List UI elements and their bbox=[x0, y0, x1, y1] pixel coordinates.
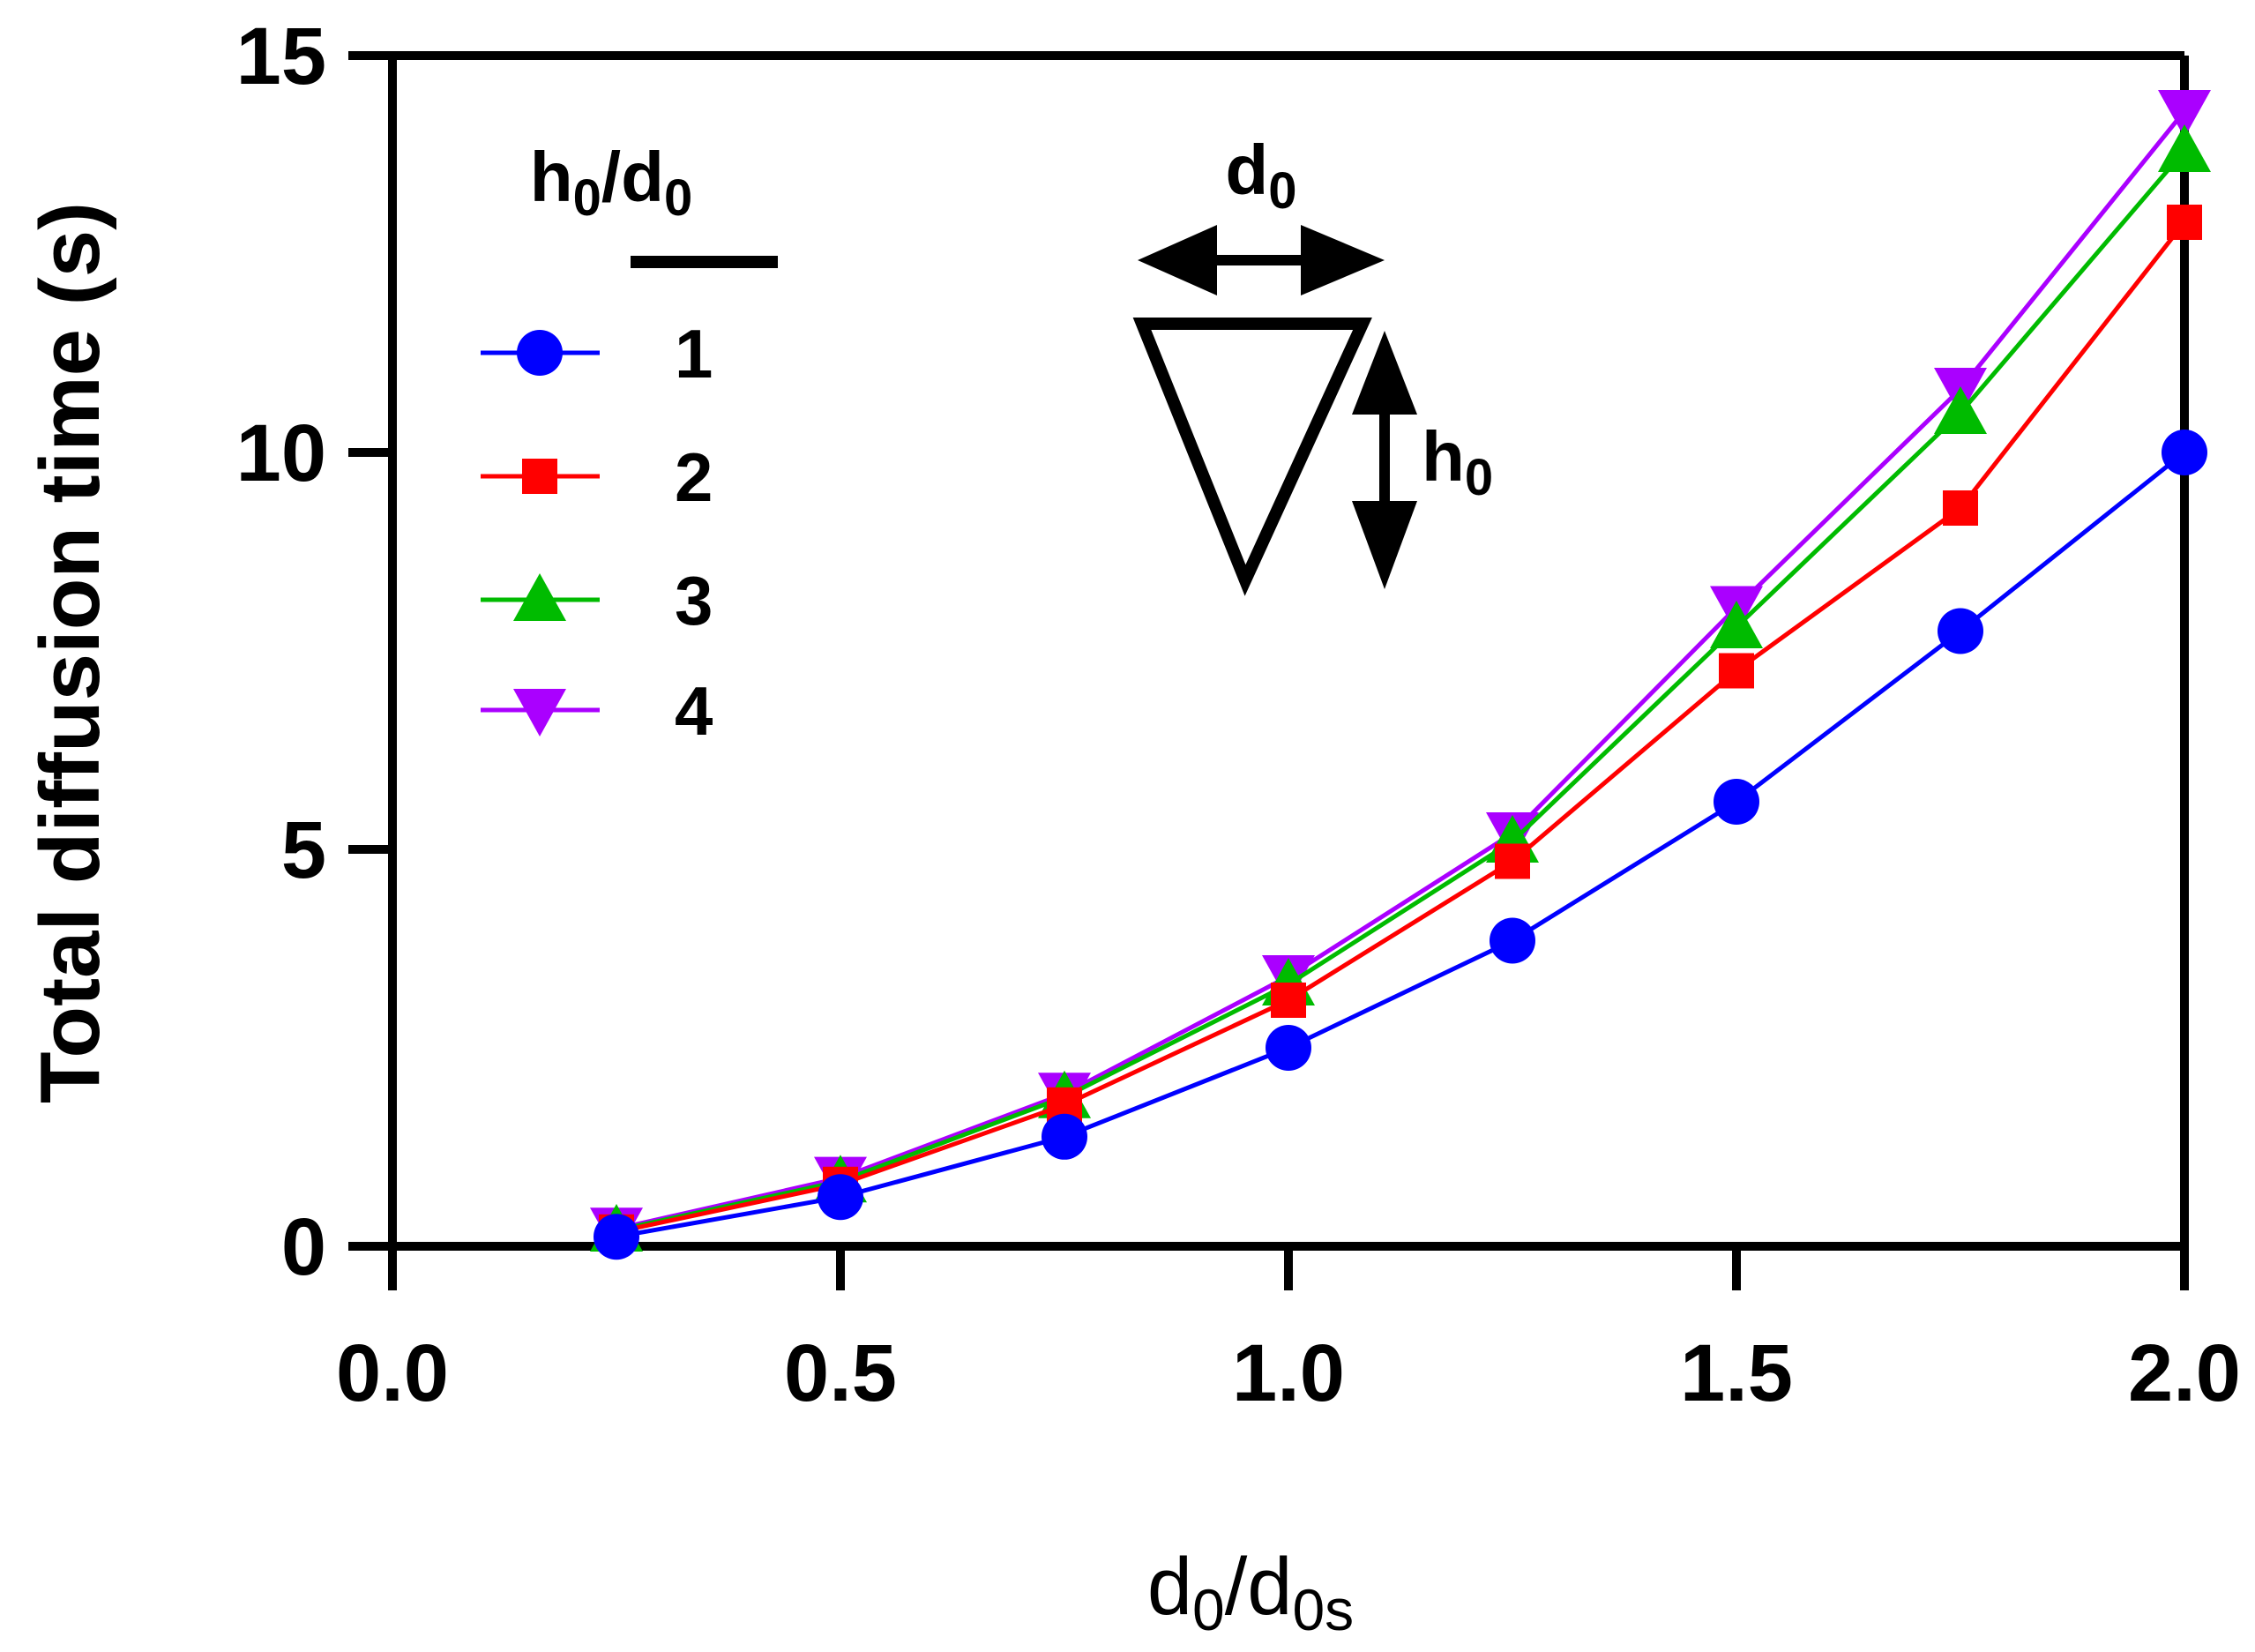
x-axis-title-sep: /d bbox=[1225, 1542, 1293, 1632]
series-2-point bbox=[2167, 205, 2202, 240]
series-2-point bbox=[1271, 983, 1306, 1018]
height-arrow-bottom-head bbox=[1352, 501, 1417, 589]
legend-title-sep: /d bbox=[601, 138, 664, 216]
legend-marker bbox=[522, 459, 557, 494]
series-1-point bbox=[1042, 1113, 1087, 1160]
legend-title-hsub: 0 bbox=[573, 169, 601, 227]
legend-label: 4 bbox=[675, 672, 713, 750]
series-3-point bbox=[1710, 601, 1763, 648]
x-axis-title-base: d bbox=[1147, 1542, 1192, 1632]
legend-item-3: 3 bbox=[481, 562, 713, 639]
series-4-line bbox=[616, 109, 2186, 1231]
height-label: h0 bbox=[1422, 417, 1493, 506]
inset-triangle bbox=[1132, 318, 1372, 596]
y-ticks: 0 5 10 15 bbox=[236, 11, 392, 1292]
series-1-point bbox=[1490, 917, 1535, 964]
y-axis-title: Total diffusion time (s) bbox=[23, 202, 117, 1103]
legend-marker bbox=[517, 330, 563, 376]
series-4-point bbox=[2158, 90, 2211, 138]
width-label-sub: 0 bbox=[1268, 162, 1296, 220]
series-4 bbox=[590, 90, 2211, 1256]
series-2-point bbox=[1719, 653, 1754, 689]
legend-item-2: 2 bbox=[481, 438, 713, 516]
legend-title-dsub: 0 bbox=[664, 169, 692, 227]
legend-title: h0/d0 bbox=[530, 138, 693, 227]
series-1-point bbox=[2162, 430, 2207, 475]
legend-item-4: 4 bbox=[481, 672, 713, 750]
x-tick-label: 1.5 bbox=[1680, 1328, 1793, 1418]
series-1-line bbox=[616, 451, 2186, 1239]
legend-marker bbox=[513, 689, 566, 736]
legend-label: 1 bbox=[675, 315, 713, 392]
x-ticks: 0.0 0.5 1.0 1.5 2.0 bbox=[336, 1246, 2241, 1418]
y-tick-label: 15 bbox=[236, 11, 326, 101]
y-tick-label: 5 bbox=[281, 805, 326, 895]
inset-schematic: d0 h0 bbox=[1132, 131, 1493, 596]
x-tick-label: 2.0 bbox=[2128, 1328, 2241, 1418]
legend-marker bbox=[513, 573, 566, 621]
series-3-point bbox=[1934, 386, 1987, 434]
x-tick-label: 0.5 bbox=[784, 1328, 897, 1418]
series-1-point bbox=[1714, 779, 1759, 825]
x-axis-title-sub1: 0 bbox=[1192, 1577, 1225, 1642]
series-2-point bbox=[1943, 490, 1978, 526]
series-1 bbox=[594, 430, 2207, 1260]
height-label-sub: 0 bbox=[1465, 449, 1493, 506]
series-2-line bbox=[616, 221, 2186, 1235]
legend-items: 1 2 3 4 bbox=[481, 315, 713, 750]
series-1-point bbox=[1266, 1025, 1311, 1071]
x-tick-label: 1.0 bbox=[1232, 1328, 1345, 1418]
series-1-point bbox=[818, 1174, 863, 1221]
series-layer bbox=[590, 90, 2211, 1260]
x-axis-title: d0/d0s bbox=[1147, 1542, 1354, 1642]
x-axis-title-sub2: 0s bbox=[1292, 1577, 1354, 1642]
series-3-point bbox=[2158, 124, 2211, 172]
height-label-base: h bbox=[1422, 417, 1465, 496]
legend-title-h: h bbox=[530, 138, 573, 216]
legend-label: 2 bbox=[675, 438, 713, 516]
y-tick-label: 0 bbox=[281, 1202, 326, 1292]
series-3-line bbox=[616, 149, 2186, 1233]
width-arrow-left-head bbox=[1138, 225, 1217, 295]
y-tick-label: 10 bbox=[236, 408, 326, 498]
series-2-point bbox=[1495, 843, 1530, 879]
series-3 bbox=[590, 124, 2211, 1252]
width-arrow-right-head bbox=[1301, 225, 1385, 295]
x-tick-label: 0.0 bbox=[336, 1328, 449, 1418]
height-arrow-top-head bbox=[1352, 331, 1417, 415]
series-2 bbox=[599, 205, 2202, 1250]
legend-item-1: 1 bbox=[481, 315, 713, 392]
series-1-point bbox=[594, 1214, 639, 1260]
width-label: d0 bbox=[1225, 131, 1296, 220]
width-label-base: d bbox=[1225, 131, 1268, 209]
legend-label: 3 bbox=[675, 562, 713, 639]
series-1-point bbox=[1938, 608, 1983, 654]
